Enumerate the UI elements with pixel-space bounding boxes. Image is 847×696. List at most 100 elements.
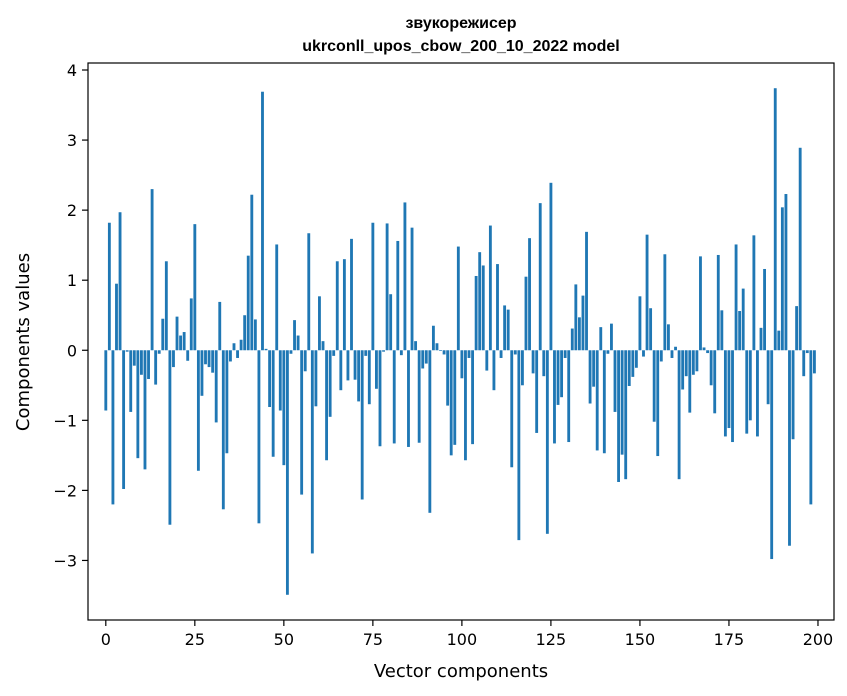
bar [186, 350, 190, 361]
bar [239, 339, 243, 351]
bar [513, 350, 517, 355]
x-tick-label: 100 [447, 630, 478, 649]
bar [136, 350, 140, 459]
bar [481, 265, 485, 351]
bar [716, 254, 720, 351]
bar [360, 350, 364, 500]
bar [642, 350, 645, 357]
bar [328, 350, 332, 417]
bar [332, 350, 336, 356]
bar [706, 350, 710, 354]
bar [763, 268, 766, 351]
bar [200, 350, 204, 396]
bar [595, 350, 599, 451]
bar [364, 350, 368, 356]
bar [125, 350, 129, 352]
bar [211, 350, 215, 373]
bar [268, 350, 272, 408]
bar [421, 350, 425, 369]
bar [204, 350, 207, 365]
bar [731, 350, 734, 443]
bar [147, 350, 150, 379]
bar [795, 306, 799, 351]
bar [278, 350, 282, 411]
bar [752, 235, 756, 351]
bar [617, 350, 620, 482]
bar [538, 203, 542, 351]
bar [410, 227, 414, 351]
y-tick-label: −1 [53, 411, 77, 430]
bar [357, 350, 361, 402]
bar [139, 350, 143, 375]
bar [214, 350, 218, 423]
bar [321, 341, 325, 351]
bar [553, 350, 556, 444]
bar [524, 276, 528, 351]
bar [709, 350, 713, 386]
bar [172, 350, 175, 368]
bar [407, 350, 410, 447]
bar [389, 294, 393, 351]
bar [645, 234, 649, 351]
bar [467, 350, 471, 358]
bar [282, 350, 286, 466]
bar [339, 350, 343, 391]
bar [649, 308, 653, 351]
bar [307, 233, 311, 351]
bar [702, 347, 706, 351]
bar [296, 335, 300, 351]
bar [207, 350, 211, 368]
chart-title-line-2: ukrconll_upos_cbow_200_10_2022 model [302, 38, 619, 55]
bar [741, 288, 745, 351]
bar [727, 350, 731, 429]
bar [375, 350, 378, 389]
bar [517, 350, 521, 541]
y-tick-label: 1 [67, 271, 77, 290]
bar [453, 350, 457, 445]
bar [403, 202, 407, 351]
bar [777, 330, 781, 351]
bar [563, 350, 567, 358]
bar [734, 244, 738, 351]
bar [143, 350, 147, 470]
bar [542, 350, 546, 377]
bar [225, 350, 229, 454]
y-tick-label: 2 [67, 201, 77, 220]
x-tick-label: 125 [536, 630, 567, 649]
bar [788, 350, 791, 546]
bar [485, 350, 489, 371]
bar [695, 350, 699, 372]
bar [164, 261, 168, 351]
bar [496, 264, 499, 351]
bar [574, 284, 578, 351]
bar [104, 350, 108, 411]
bar [442, 350, 446, 355]
bar [318, 296, 321, 351]
bar [414, 341, 418, 351]
bar [659, 350, 663, 362]
bar [196, 350, 200, 471]
bar [300, 350, 304, 495]
bar [449, 350, 453, 456]
bar [154, 350, 158, 385]
bar [439, 350, 442, 351]
bar [631, 350, 635, 377]
bar [613, 350, 617, 412]
bar [132, 350, 136, 366]
bar [663, 254, 667, 351]
bar [620, 350, 624, 455]
x-tick-label: 25 [185, 630, 205, 649]
bar [656, 350, 660, 457]
bar [396, 240, 400, 351]
bar [492, 350, 496, 391]
bar [118, 212, 122, 351]
bar [129, 350, 133, 412]
bar [670, 350, 674, 358]
bar [157, 350, 161, 354]
bar [759, 327, 763, 351]
bar [674, 346, 677, 351]
bar [748, 350, 752, 421]
bar [699, 256, 702, 351]
bar [303, 350, 307, 372]
